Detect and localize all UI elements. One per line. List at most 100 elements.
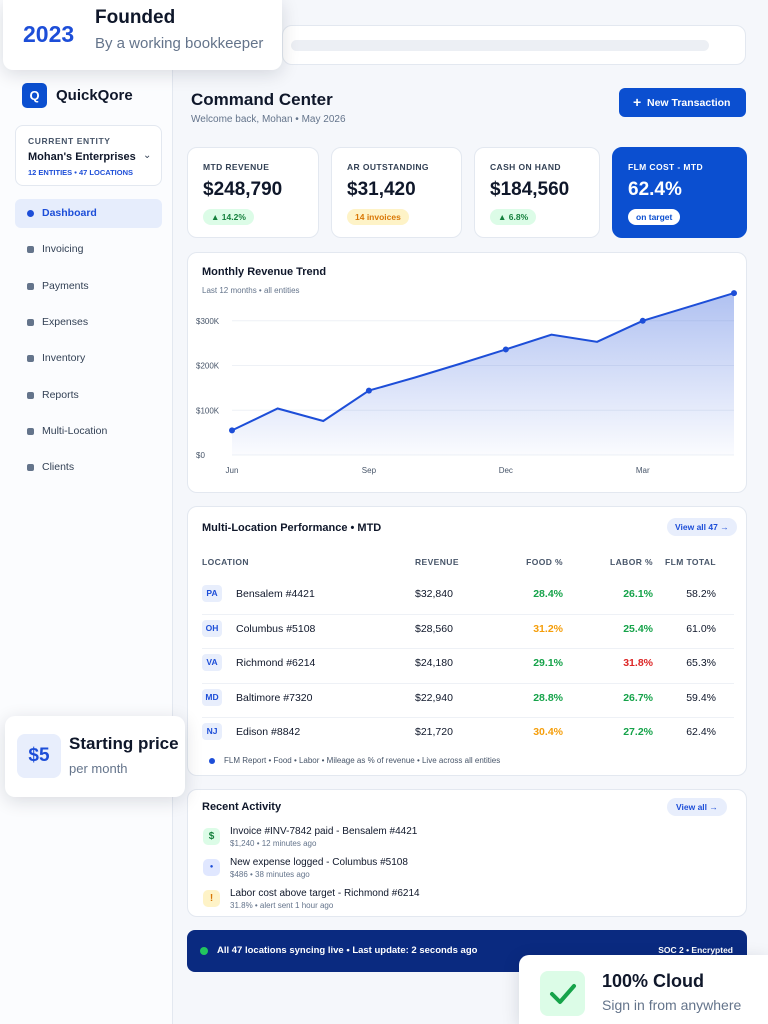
kpi-value: $31,420	[347, 179, 416, 200]
kpi-label: AR OUTSTANDING	[347, 162, 429, 172]
nav-label: Invoicing	[42, 243, 84, 256]
activity-meta: $486 • 38 minutes ago	[230, 870, 310, 879]
view-all-link[interactable]: View all 47 →	[667, 518, 737, 536]
plus-icon: +	[633, 94, 642, 110]
flm-total: 58.2%	[686, 588, 716, 600]
kpi-value: $184,560	[490, 179, 570, 200]
chart-subtitle: Last 12 months • all entities	[202, 286, 300, 295]
kpi-label: FLM COST - MTD	[628, 162, 704, 172]
kpi-card: AR OUTSTANDING $31,420 14 invoices	[331, 147, 462, 238]
nav-label: Reports	[42, 388, 79, 401]
column-header: REVENUE	[415, 557, 459, 567]
page-subtitle: Welcome back, Mohan • May 2026	[191, 114, 346, 125]
revenue: $24,180	[415, 657, 453, 669]
nav-icon	[27, 318, 34, 326]
brand: QuickQore	[56, 87, 133, 104]
line	[231, 292, 735, 432]
x-tick-label: Jun	[226, 466, 239, 475]
chart-title: Monthly Revenue Trend	[202, 266, 327, 278]
nav-item[interactable]: Dashboard	[15, 199, 162, 228]
nav-item[interactable]: Payments	[15, 272, 162, 301]
labor-pct: 25.4%	[623, 622, 653, 635]
new-transaction-button[interactable]: + New Transaction	[619, 88, 746, 117]
live-dot	[200, 947, 208, 955]
state-code: PA	[202, 585, 222, 602]
kpi-badge: ▲ 6.8%	[490, 209, 537, 225]
nav-item[interactable]: Clients	[15, 453, 162, 482]
nav-item[interactable]: Reports	[15, 381, 162, 410]
search-placeholder	[291, 40, 709, 51]
labor-pct: 26.1%	[623, 588, 653, 600]
chevron[interactable]: ⌄	[143, 150, 152, 161]
kpi-card: CASH ON HAND $184,560 ▲ 6.8%	[474, 147, 600, 238]
search-bar[interactable]	[282, 25, 746, 65]
kpi-card: MTD REVENUE $248,790 ▲ 14.2%	[187, 147, 319, 238]
state-code: NJ	[202, 723, 222, 740]
location-name: Richmond #6214	[236, 657, 316, 669]
row-divider	[202, 613, 734, 615]
nav-item[interactable]: Invoicing	[15, 235, 162, 264]
kpi-label: CASH ON HAND	[490, 162, 561, 172]
cloud-badge: 100% Cloud Sign in from anywhere	[519, 955, 768, 1024]
activity-meta: 31.8% • alert sent 1 hour ago	[230, 901, 334, 910]
activity-meta: $1,240 • 12 minutes ago	[230, 839, 317, 848]
kpi-value: 62.4%	[628, 179, 682, 200]
nav-icon	[27, 246, 34, 254]
revenue: $32,840	[415, 588, 453, 600]
revenue: $21,720	[415, 726, 453, 738]
location-name: Bensalem #4421	[236, 588, 315, 600]
y-tick-label: $0	[196, 451, 205, 460]
price-title: Starting price	[69, 734, 179, 753]
entity-name: Mohan's Enterprises	[28, 151, 136, 163]
nav-label: Payments	[42, 279, 89, 292]
check-icon	[540, 971, 585, 1016]
nav-item[interactable]: Expenses	[15, 308, 162, 337]
activity-title: Recent Activity	[202, 801, 282, 813]
location-name: Columbus #5108	[236, 622, 316, 635]
location-table-card: Multi-Location Performance • MTD View all…	[187, 506, 747, 776]
cloud-subtitle: Sign in from anywhere	[602, 997, 742, 1013]
nav-label: Dashboard	[42, 207, 97, 219]
nav-icon	[27, 282, 34, 290]
nav-label: Multi-Location	[42, 424, 108, 437]
column-header: LOCATION	[202, 557, 249, 567]
point	[731, 290, 737, 297]
x-tick-label: Dec	[499, 466, 513, 475]
kpi-label: MTD REVENUE	[203, 162, 270, 172]
flm-total: 65.3%	[686, 657, 716, 669]
nav-label: Inventory	[42, 352, 86, 365]
row-divider	[202, 648, 734, 649]
nav-icon	[27, 355, 34, 363]
column-header: FOOD %	[526, 557, 563, 567]
note-dot	[209, 758, 215, 764]
food-pct: 30.4%	[533, 726, 563, 738]
table-note: FLM Report • Food • Labor • Mileage as %…	[224, 756, 501, 765]
button-label: New Transaction	[647, 97, 731, 109]
location-name: Edison #8842	[236, 726, 301, 738]
activity-icon: ●	[203, 859, 220, 876]
point	[365, 387, 372, 394]
status-right: SOC 2 • Encrypted	[658, 945, 733, 955]
entity-card: CURRENT ENTITY Mohan's Enterprises ⌄ 12 ENT…	[15, 125, 162, 186]
kpi-value: $248,790	[203, 179, 283, 200]
flm-total: 62.4%	[686, 726, 716, 738]
nav-icon	[27, 391, 34, 399]
kpi-badge: 14 invoices	[347, 209, 409, 225]
y-tick-label: $200K	[196, 362, 220, 371]
activity-icon: !	[203, 890, 220, 907]
flm-total: 59.4%	[686, 691, 716, 704]
kpi-badge: ▲ 14.2%	[203, 209, 254, 225]
entity-meta: 12 ENTITIES • 47 LOCATIONS	[28, 168, 134, 177]
nav-icon	[27, 427, 34, 435]
area	[232, 293, 734, 455]
nav-label: Expenses	[42, 315, 89, 328]
kpi-badge: on target	[628, 209, 681, 225]
nav-item[interactable]: Multi-Location	[15, 417, 162, 446]
state-code: MD	[202, 688, 222, 706]
activity-link[interactable]: View all →	[667, 798, 727, 816]
cloud-title: 100% Cloud	[602, 971, 705, 991]
location-name: Baltimore #7320	[236, 691, 313, 704]
food-pct: 29.1%	[533, 657, 563, 669]
nav-item[interactable]: Inventory	[15, 344, 162, 373]
